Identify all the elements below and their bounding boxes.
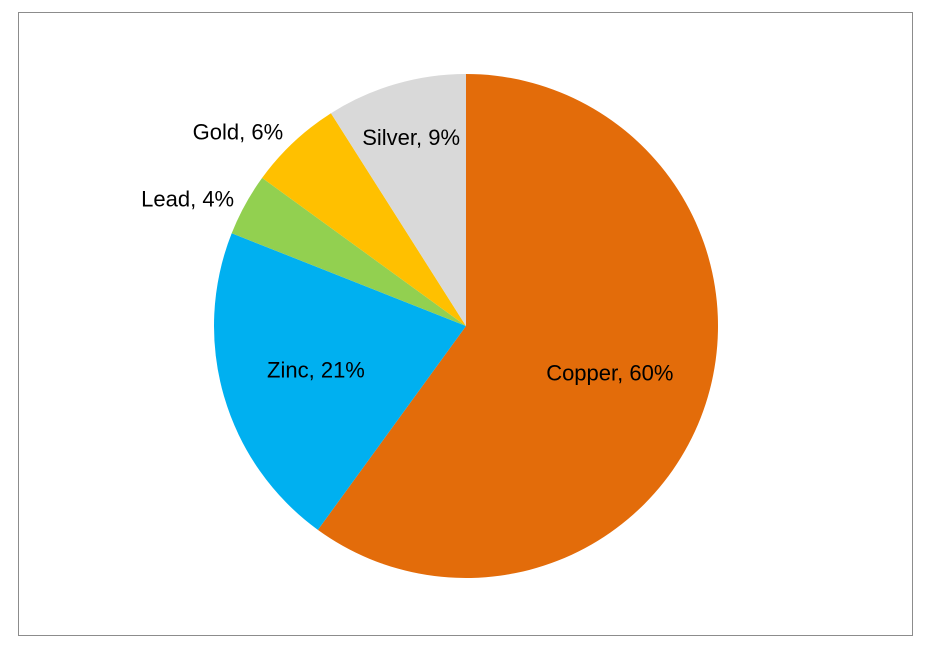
pie-slice-gold — [262, 113, 466, 326]
pie-slice-lead — [231, 177, 466, 326]
pie-labels: Copper, 60% Zinc, 21% Lead, 4% Gold, 6% Silv… — [141, 119, 673, 385]
chart-frame: Copper, 60% Zinc, 21% Lead, 4% Gold, 6% Silv… — [18, 12, 913, 636]
pie-label-silver: Silver, 9% — [362, 125, 460, 150]
pie-slice-zinc — [213, 233, 466, 530]
pie-chart: Copper, 60% Zinc, 21% Lead, 4% Gold, 6% Silv… — [141, 74, 719, 578]
pie-slices — [213, 74, 719, 578]
pie-slice-silver — [330, 74, 466, 326]
pie-label-copper: Copper, 60% — [546, 361, 673, 386]
pie-label-lead: Lead, 4% — [141, 187, 234, 212]
pie-label-gold: Gold, 6% — [193, 119, 284, 144]
pie-label-zinc: Zinc, 21% — [267, 358, 365, 383]
pie-slice-copper — [317, 74, 719, 578]
